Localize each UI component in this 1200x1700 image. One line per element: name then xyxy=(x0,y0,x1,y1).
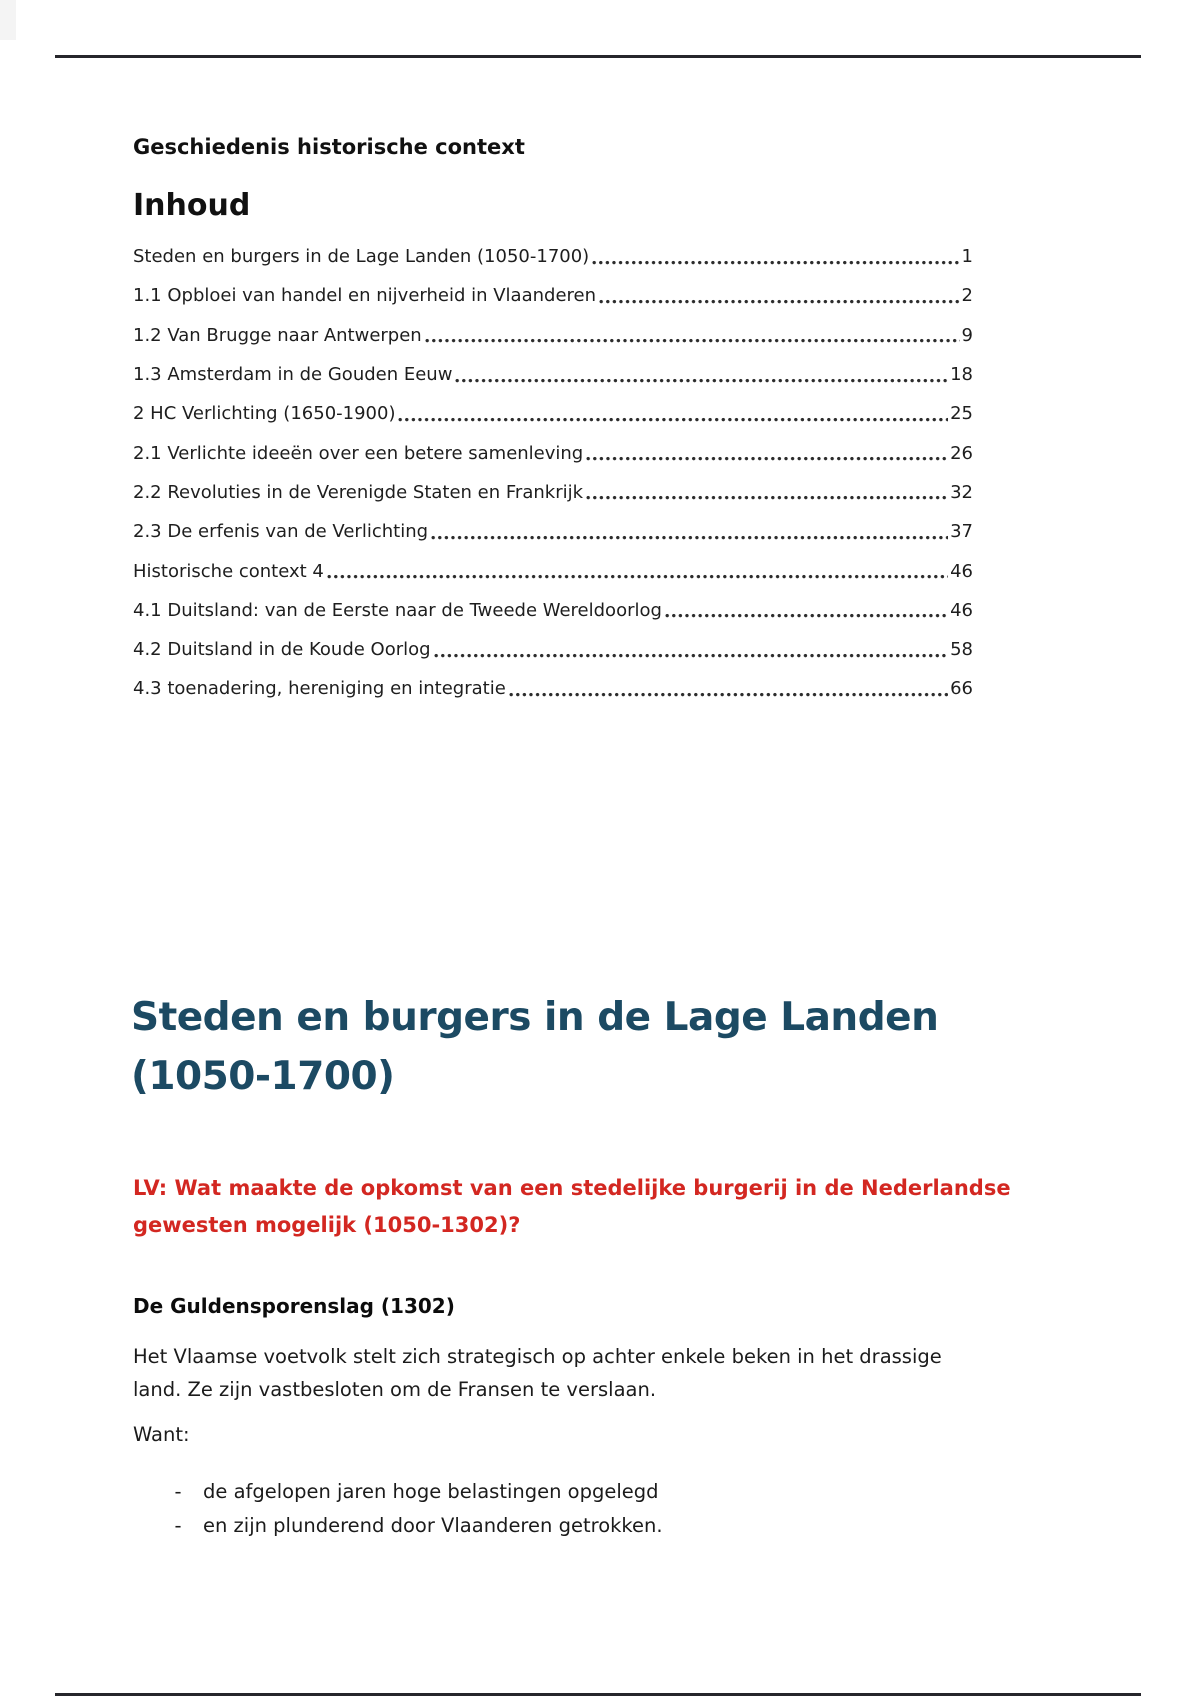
bottom-divider xyxy=(55,1693,1141,1696)
toc-dot-leader xyxy=(433,652,949,659)
research-question-line: gewesten mogelijk (1050-1302)? xyxy=(133,1213,521,1237)
toc-entry-page: 26 xyxy=(950,442,973,464)
toc-entry-page: 46 xyxy=(950,599,973,621)
toc-list: Steden en burgers in de Lage Landen (105… xyxy=(133,237,973,709)
toc-entry-page: 66 xyxy=(950,678,973,700)
research-question: LV: Wat maakte de opkomst van een stedel… xyxy=(133,1170,1083,1244)
intro-line: Want: xyxy=(133,1423,190,1446)
toc-dot-leader xyxy=(599,298,960,305)
toc-entry: Steden en burgers in de Lage Landen (105… xyxy=(133,237,973,276)
toc-entry-label: 2.1 Verlichte ideeën over een betere sam… xyxy=(133,442,584,464)
toc-entry: 4.1 Duitsland: van de Eerste naar de Twe… xyxy=(133,591,973,630)
toc-entry: 2.3 De erfenis van de Verlichting 37 xyxy=(133,512,973,551)
section-title-line: Steden en burgers in de Lage Landen xyxy=(131,995,939,1040)
toc-entry: 2.2 Revoluties in de Verenigde Staten en… xyxy=(133,473,973,512)
bullet-list: - de afgelopen jaren hoge belastingen op… xyxy=(133,1475,1093,1542)
toc-dot-leader xyxy=(508,691,949,698)
toc-entry-page: 25 xyxy=(950,403,973,425)
bullet-text: en zijn plunderend door Vlaanderen getro… xyxy=(203,1513,663,1537)
toc-entry: Historische context 4 46 xyxy=(133,551,973,590)
bullet-text: de afgelopen jaren hoge belastingen opge… xyxy=(203,1480,659,1503)
toc-entry-label: 1.3 Amsterdam in de Gouden Eeuw xyxy=(133,364,453,386)
toc-dot-leader xyxy=(664,613,949,620)
toc-entry-page: 18 xyxy=(950,364,973,386)
toc-entry: 2 HC Verlichting (1650-1900) 25 xyxy=(133,394,973,433)
toc-dot-leader xyxy=(398,416,949,423)
toc-entry: 1.2 Van Brugge naar Antwerpen 9 xyxy=(133,316,973,355)
toc-entry-label: 4.3 toenadering, hereniging en integrati… xyxy=(133,678,506,700)
subsection-heading: De Guldensporenslag (1302) xyxy=(133,1294,455,1318)
toc-entry-label: Steden en burgers in de Lage Landen (105… xyxy=(133,246,590,268)
toc-entry-label: 1.1 Opbloei van handel en nijverheid in … xyxy=(133,285,597,307)
toc-entry-label: 1.2 Van Brugge naar Antwerpen xyxy=(133,324,422,346)
section-title: Steden en burgers in de Lage Landen (1050… xyxy=(131,988,1061,1106)
toc-dot-leader xyxy=(586,456,949,463)
toc-entry-page: 58 xyxy=(950,639,973,661)
toc-dot-leader xyxy=(586,495,949,502)
toc-dot-leader xyxy=(431,534,949,541)
toc-entry-page: 1 xyxy=(961,246,973,268)
paragraph-line: Het Vlaamse voetvolk stelt zich strategi… xyxy=(133,1345,942,1368)
toc-entry-label: Historische context 4 xyxy=(133,560,324,582)
toc-entry-page: 46 xyxy=(950,560,973,582)
toc-dot-leader xyxy=(455,377,949,384)
bullet-item: - en zijn plunderend door Vlaanderen get… xyxy=(133,1509,1093,1543)
toc-entry-page: 9 xyxy=(961,324,973,346)
bullet-marker: - xyxy=(174,1480,182,1503)
top-divider xyxy=(55,55,1141,58)
doc-title: Geschiedenis historische context xyxy=(133,135,525,159)
toc-entry-page: 37 xyxy=(950,521,973,543)
toc-heading: Inhoud xyxy=(133,188,251,223)
research-question-line: LV: Wat maakte de opkomst van een stedel… xyxy=(133,1176,1011,1200)
paragraph-line: land. Ze zijn vastbesloten om de Fransen… xyxy=(133,1378,657,1401)
toc-entry: 4.2 Duitsland in de Koude Oorlog 58 xyxy=(133,630,973,669)
bullet-marker: - xyxy=(174,1513,182,1537)
bullet-item: - de afgelopen jaren hoge belastingen op… xyxy=(133,1475,1093,1509)
toc-entry-label: 4.1 Duitsland: van de Eerste naar de Twe… xyxy=(133,599,662,621)
toc-entry: 4.3 toenadering, hereniging en integrati… xyxy=(133,669,973,708)
toc-entry-label: 2.2 Revoluties in de Verenigde Staten en… xyxy=(133,481,584,503)
toc-entry-page: 32 xyxy=(950,481,973,503)
toc-entry: 1.3 Amsterdam in de Gouden Eeuw 18 xyxy=(133,355,973,394)
section-title-line: (1050-1700) xyxy=(131,1054,395,1099)
toc-dot-leader xyxy=(326,574,949,581)
toc-entry-label: 2.3 De erfenis van de Verlichting xyxy=(133,521,429,543)
toc-dot-leader xyxy=(424,338,960,345)
toc-entry-label: 2 HC Verlichting (1650-1900) xyxy=(133,403,396,425)
toc-entry: 1.1 Opbloei van handel en nijverheid in … xyxy=(133,276,973,315)
toc-entry-label: 4.2 Duitsland in de Koude Oorlog xyxy=(133,639,431,661)
toc-entry: 2.1 Verlichte ideeën over een betere sam… xyxy=(133,433,973,472)
toc-entry-page: 2 xyxy=(961,285,973,307)
body-paragraph: Het Vlaamse voetvolk stelt zich strategi… xyxy=(133,1340,1093,1406)
toc-dot-leader xyxy=(592,259,960,266)
corner-artifact xyxy=(0,0,16,40)
